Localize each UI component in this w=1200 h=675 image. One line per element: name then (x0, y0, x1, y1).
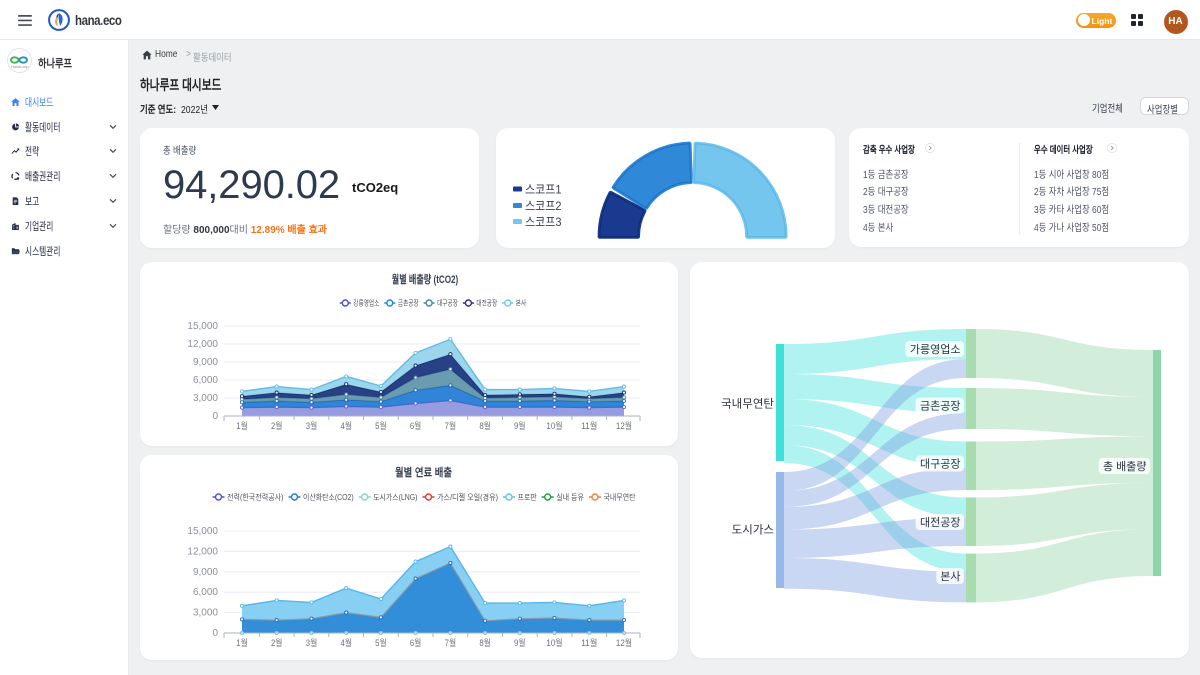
svg-text:도시가스: 도시가스 (732, 524, 774, 537)
svg-text:6월: 6월 (410, 637, 422, 648)
svg-text:총 배출량: 총 배출량 (1103, 460, 1147, 473)
svg-text:2월: 2월 (271, 420, 283, 431)
svg-text:9,000: 9,000 (193, 567, 218, 578)
svg-text:8월: 8월 (479, 420, 491, 431)
svg-text:11월: 11월 (581, 420, 597, 431)
svg-text:12월: 12월 (616, 420, 632, 431)
svg-text:스코프2: 스코프2 (525, 199, 562, 213)
svg-text:6,000: 6,000 (193, 587, 218, 598)
svg-text:월별 연료 배출: 월별 연료 배출 (395, 465, 452, 479)
svg-text:국내무연탄: 국내무연탄 (721, 398, 774, 411)
svg-text:스코프3: 스코프3 (525, 215, 562, 229)
svg-text:본사: 본사 (516, 299, 526, 308)
svg-text:15,000: 15,000 (187, 321, 218, 332)
svg-text:국내무연탄: 국내무연탄 (604, 492, 637, 502)
svg-text:4월: 4월 (340, 637, 352, 648)
svg-text:실내 등유: 실내 등유 (556, 492, 584, 502)
svg-text:4월: 4월 (340, 420, 352, 431)
svg-text:10월: 10월 (546, 420, 562, 431)
svg-text:8월: 8월 (479, 637, 491, 648)
svg-text:0: 0 (212, 628, 218, 639)
svg-text:9월: 9월 (514, 637, 526, 648)
svg-text:프로판: 프로판 (518, 493, 538, 502)
svg-text:11월: 11월 (581, 637, 597, 648)
svg-text:5월: 5월 (375, 420, 387, 431)
svg-text:3,000: 3,000 (193, 393, 218, 404)
svg-text:12,000: 12,000 (187, 546, 218, 557)
svg-text:대구공장: 대구공장 (437, 298, 458, 308)
svg-text:전력(한국전력공사): 전력(한국전력공사) (227, 492, 284, 502)
svg-text:1월: 1월 (236, 637, 248, 648)
svg-text:5월: 5월 (375, 637, 387, 648)
svg-text:2월: 2월 (271, 637, 283, 648)
svg-text:이산화탄소(CO2): 이산화탄소(CO2) (303, 492, 354, 502)
svg-text:1월: 1월 (236, 420, 248, 431)
svg-text:9월: 9월 (514, 420, 526, 431)
svg-text:월별 배출량 (tCO2): 월별 배출량 (tCO2) (392, 272, 459, 286)
svg-text:6월: 6월 (410, 420, 422, 431)
svg-text:3,000: 3,000 (193, 608, 218, 619)
svg-text:도시가스(LNG): 도시가스(LNG) (373, 493, 418, 502)
svg-text:대전공장: 대전공장 (920, 516, 960, 529)
svg-text:대구공장: 대구공장 (920, 458, 960, 471)
svg-text:9,000: 9,000 (193, 357, 218, 368)
svg-text:7월: 7월 (445, 420, 457, 431)
svg-text:12월: 12월 (616, 637, 632, 648)
svg-text:금촌공장: 금촌공장 (398, 298, 419, 308)
svg-text:15,000: 15,000 (187, 526, 218, 537)
svg-text:7월: 7월 (445, 637, 457, 648)
svg-text:가스/디젤 오일(경유): 가스/디젤 오일(경유) (437, 492, 498, 502)
svg-text:강릉영업소: 강릉영업소 (353, 298, 379, 308)
svg-text:3월: 3월 (306, 420, 318, 431)
svg-text:6,000: 6,000 (193, 375, 218, 386)
svg-text:금촌공장: 금촌공장 (920, 400, 960, 413)
svg-text:본사: 본사 (940, 570, 960, 583)
svg-text:가릉영업소: 가릉영업소 (910, 343, 961, 356)
svg-text:10월: 10월 (546, 637, 562, 648)
svg-text:스코프1: 스코프1 (525, 183, 562, 197)
svg-text:대전공장: 대전공장 (476, 298, 497, 308)
svg-text:0: 0 (212, 411, 218, 422)
svg-text:3월: 3월 (306, 637, 318, 648)
svg-text:12,000: 12,000 (187, 339, 218, 350)
